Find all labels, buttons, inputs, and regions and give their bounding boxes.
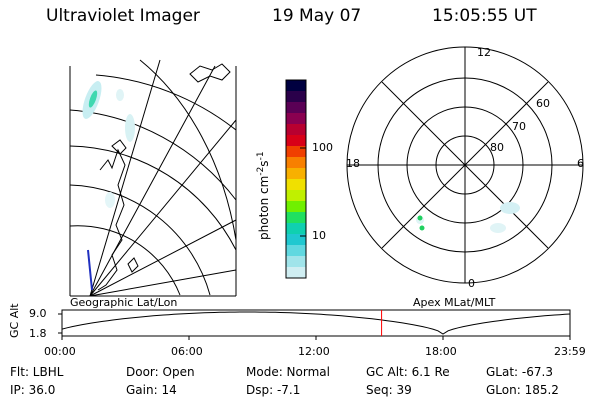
colorbar-segment (286, 267, 306, 279)
door-value: Door: Open (126, 365, 195, 379)
colorbar-segment (286, 124, 306, 136)
timeline-xtick-0600: 06:00 (171, 345, 203, 358)
dsp-value: Dsp: -7.1 (246, 383, 301, 397)
seq-value: Seq: 39 (366, 383, 412, 397)
colorbar-segment (286, 157, 306, 169)
lat-label-70: 70 (512, 120, 526, 133)
gain-value: Gain: 14 (126, 383, 177, 397)
colorbar-segment (286, 256, 306, 268)
mlt-label-18: 18 (346, 157, 360, 170)
polar-emission-spot (417, 215, 423, 221)
glon-value: GLon: 185.2 (486, 383, 559, 397)
timeline-xtick-2359: 23:59 (554, 345, 586, 358)
timeline-ylabel: GC Alt (8, 303, 21, 338)
ip-value: IP: 36.0 (10, 383, 56, 397)
date-label: 19 May 07 (272, 6, 362, 26)
polar-emission-spot (419, 225, 425, 231)
timeline-xtick-0000: 00:00 (44, 345, 76, 358)
colorbar-segment (286, 190, 306, 202)
colorbar-segment (286, 80, 306, 92)
timeline-ytick-9: 9.0 (29, 307, 47, 320)
timeline-ytick-1-8: 1.8 (29, 327, 47, 340)
glat-value: GLat: -67.3 (486, 365, 553, 379)
colorbar-segment (286, 201, 306, 213)
colorbar-tick-10: 10 (312, 229, 326, 242)
colorbar-segment (286, 234, 306, 246)
colorbar-segment (286, 245, 306, 257)
timeline-xtick-1800: 18:00 (425, 345, 457, 358)
colorbar-segment (286, 168, 306, 180)
filter-value: Flt: LBHL (10, 365, 64, 379)
time-label: 15:05:55 UT (432, 6, 537, 26)
lat-label-80: 80 (490, 141, 504, 154)
colorbar-segment (286, 135, 306, 147)
lat-label-60: 60 (536, 97, 550, 110)
colorbar-tick-100: 100 (312, 141, 333, 154)
colorbar-segment (286, 179, 306, 191)
colorbar-segment (286, 113, 306, 125)
polar-plot-label: Apex MLat/MLT (413, 296, 496, 309)
colorbar-segment (286, 91, 306, 103)
mode-value: Mode: Normal (246, 365, 330, 379)
colorbar-segment (286, 146, 306, 158)
colorbar-segment (286, 102, 306, 114)
colorbar-segment (286, 223, 306, 235)
mlt-label-12: 12 (477, 46, 491, 59)
geographic-map-label: Geographic Lat/Lon (70, 296, 178, 309)
timeline-xtick-1200: 12:00 (298, 345, 330, 358)
colorbar-unit-label: photon cm-2s-1 (256, 151, 271, 240)
mlt-label-0: 0 (468, 277, 475, 290)
colorbar-segment (286, 212, 306, 224)
mlt-label-6: 6 (577, 157, 584, 170)
gc-alt-value: GC Alt: 6.1 Re (366, 365, 450, 379)
instrument-title: Ultraviolet Imager (46, 6, 200, 26)
